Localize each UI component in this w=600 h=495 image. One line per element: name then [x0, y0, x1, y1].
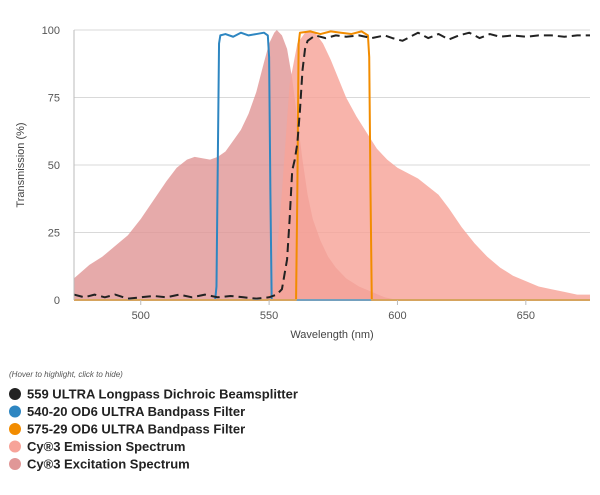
y-tick-label-25: 25: [48, 228, 60, 240]
plot-area: [74, 30, 590, 301]
legend-item-559-ultra-longpass-dichroic-beamsplitter[interactable]: 559 ULTRA Longpass Dichroic Beamsplitter: [9, 387, 298, 402]
x-tick-label-550: 550: [260, 310, 278, 322]
series-area-cy-3-excitation-spectrum[interactable]: [74, 30, 590, 300]
legend-label: 575-29 OD6 ULTRA Bandpass Filter: [27, 422, 245, 437]
series-line-575-29-od6-ultra-bandpass-filter[interactable]: [74, 30, 590, 301]
legend-marker: [9, 405, 21, 418]
legend-item-cy-3-emission-spectrum[interactable]: Cy®3 Emission Spectrum: [9, 439, 185, 454]
series-line-540-20-od6-ultra-bandpass-filter[interactable]: [74, 31, 590, 301]
y-tick-label-0: 0: [54, 295, 60, 307]
legend-marker: [9, 440, 21, 453]
y-axis-title: Transmission (%): [15, 122, 27, 207]
legend-item-540-20-od6-ultra-bandpass-filter[interactable]: 540-20 OD6 ULTRA Bandpass Filter: [9, 404, 245, 419]
x-tick-label-500: 500: [132, 310, 150, 322]
y-tick-label-75: 75: [48, 93, 60, 105]
legend-marker: [9, 423, 21, 435]
legend-label: Cy®3 Emission Spectrum: [27, 439, 185, 454]
legend-label: Cy®3 Excitation Spectrum: [27, 457, 190, 472]
y-tick-label-100: 100: [42, 25, 60, 37]
x-axis-title: Wavelength (nm): [290, 329, 373, 341]
y-tick-label-50: 50: [48, 160, 60, 172]
legend-label: 559 ULTRA Longpass Dichroic Beamsplitter: [27, 387, 298, 402]
legend-label: 540-20 OD6 ULTRA Bandpass Filter: [27, 404, 245, 419]
series-line-559-ultra-longpass-dichroic-beamsplitter[interactable]: [74, 31, 590, 300]
legend-item-575-29-od6-ultra-bandpass-filter[interactable]: 575-29 OD6 ULTRA Bandpass Filter: [9, 422, 245, 437]
legend-hint: (Hover to highlight, click to hide): [9, 370, 123, 379]
x-tick-label-650: 650: [517, 310, 535, 322]
x-tick-label-600: 600: [388, 310, 406, 322]
legend-item-cy-3-excitation-spectrum[interactable]: Cy®3 Excitation Spectrum: [9, 457, 190, 472]
series-area-cy-3-emission-spectrum[interactable]: [74, 30, 590, 300]
legend-marker: [9, 388, 21, 400]
legend-marker: [9, 458, 21, 470]
